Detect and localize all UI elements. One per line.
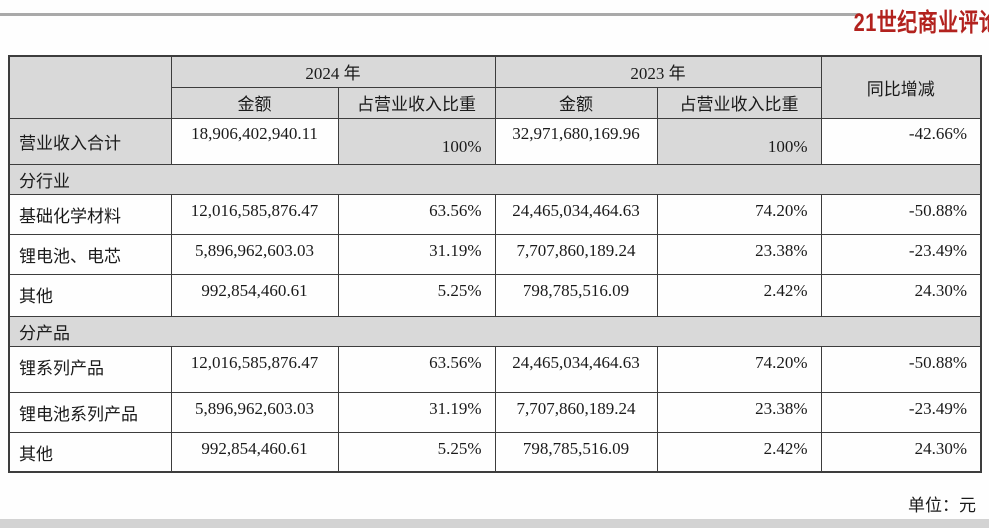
- table-row-total: 营业收入合计 18,906,402,940.11 100% 32,971,680…: [8, 117, 982, 165]
- pct-2023: 2.42%: [656, 273, 822, 317]
- yoy-value: -42.66%: [820, 117, 982, 165]
- header-row-years: 2024 年 2023 年 同比增减: [8, 55, 982, 119]
- table-row: 锂系列产品 12,016,585,876.47 63.56% 24,465,03…: [8, 345, 982, 393]
- amount-2024: 992,854,460.61: [170, 273, 339, 317]
- yoy-value: 24.30%: [820, 431, 982, 473]
- row-label: 锂系列产品: [8, 345, 172, 393]
- table-row: 锂电池系列产品 5,896,962,603.03 31.19% 7,707,86…: [8, 391, 982, 433]
- header-cell-amount-2024: 金额: [170, 86, 339, 119]
- amount-2024: 12,016,585,876.47: [170, 345, 339, 393]
- bottom-divider-bar: [0, 519, 989, 528]
- header-cell-2024: 2024 年: [170, 55, 496, 88]
- amount-2023: 32,971,680,169.96: [494, 117, 658, 165]
- pct-2023: 23.38%: [656, 233, 822, 275]
- amount-2024: 18,906,402,940.11: [170, 117, 339, 165]
- amount-2023: 798,785,516.09: [494, 273, 658, 317]
- amount-2023: 7,707,860,189.24: [494, 391, 658, 433]
- row-label: 其他: [8, 431, 172, 473]
- pct-2023: 100%: [656, 117, 822, 165]
- header-cell-yoy: 同比增减: [820, 55, 982, 119]
- row-label: 营业收入合计: [8, 117, 172, 165]
- section-label: 分产品: [8, 315, 982, 347]
- yoy-value: -23.49%: [820, 391, 982, 433]
- table-row: 其他 992,854,460.61 5.25% 798,785,516.09 2…: [8, 273, 982, 317]
- header-cell-share-2023: 占营业收入比重: [656, 86, 822, 119]
- amount-2023: 7,707,860,189.24: [494, 233, 658, 275]
- row-label: 锂电池、电芯: [8, 233, 172, 275]
- unit-note: 单位：元: [908, 496, 976, 515]
- yoy-value: -23.49%: [820, 233, 982, 275]
- table-row: 基础化学材料 12,016,585,876.47 63.56% 24,465,0…: [8, 193, 982, 235]
- yoy-value: -50.88%: [820, 345, 982, 393]
- section-label: 分行业: [8, 163, 982, 195]
- pct-2024: 63.56%: [337, 345, 496, 393]
- pct-2024: 31.19%: [337, 233, 496, 275]
- header-cell-amount-2023: 金额: [494, 86, 658, 119]
- section-row-by-industry: 分行业: [8, 163, 982, 195]
- pct-2023: 74.20%: [656, 193, 822, 235]
- amount-2024: 5,896,962,603.03: [170, 391, 339, 433]
- yoy-value: -50.88%: [820, 193, 982, 235]
- header-cell-empty: [8, 55, 172, 119]
- brand-logo: 21世纪商业评论: [853, 9, 989, 38]
- row-label: 其他: [8, 273, 172, 317]
- pct-2024: 31.19%: [337, 391, 496, 433]
- pct-2024: 63.56%: [337, 193, 496, 235]
- header-cell-2023: 2023 年: [494, 55, 822, 88]
- section-row-by-product: 分产品: [8, 315, 982, 347]
- pct-2024: 100%: [337, 117, 496, 165]
- pct-2023: 74.20%: [656, 345, 822, 393]
- amount-2024: 5,896,962,603.03: [170, 233, 339, 275]
- pct-2024: 5.25%: [337, 273, 496, 317]
- row-label: 基础化学材料: [8, 193, 172, 235]
- pct-2023: 23.38%: [656, 391, 822, 433]
- yoy-value: 24.30%: [820, 273, 982, 317]
- table-row: 锂电池、电芯 5,896,962,603.03 31.19% 7,707,860…: [8, 233, 982, 275]
- pct-2024: 5.25%: [337, 431, 496, 473]
- pct-2023: 2.42%: [656, 431, 822, 473]
- revenue-breakdown-table: 2024 年 2023 年 同比增减 金额 占营业收入比重 金额 占营业收入比重…: [8, 55, 982, 473]
- amount-2023: 24,465,034,464.63: [494, 193, 658, 235]
- table-row: 其他 992,854,460.61 5.25% 798,785,516.09 2…: [8, 431, 982, 473]
- top-divider-rule: [0, 13, 860, 16]
- amount-2024: 992,854,460.61: [170, 431, 339, 473]
- amount-2024: 12,016,585,876.47: [170, 193, 339, 235]
- header-row-metrics: 金额 占营业收入比重 金额 占营业收入比重: [9, 86, 981, 119]
- header-cell-share-2024: 占营业收入比重: [337, 86, 496, 119]
- amount-2023: 24,465,034,464.63: [494, 345, 658, 393]
- amount-2023: 798,785,516.09: [494, 431, 658, 473]
- row-label: 锂电池系列产品: [8, 391, 172, 433]
